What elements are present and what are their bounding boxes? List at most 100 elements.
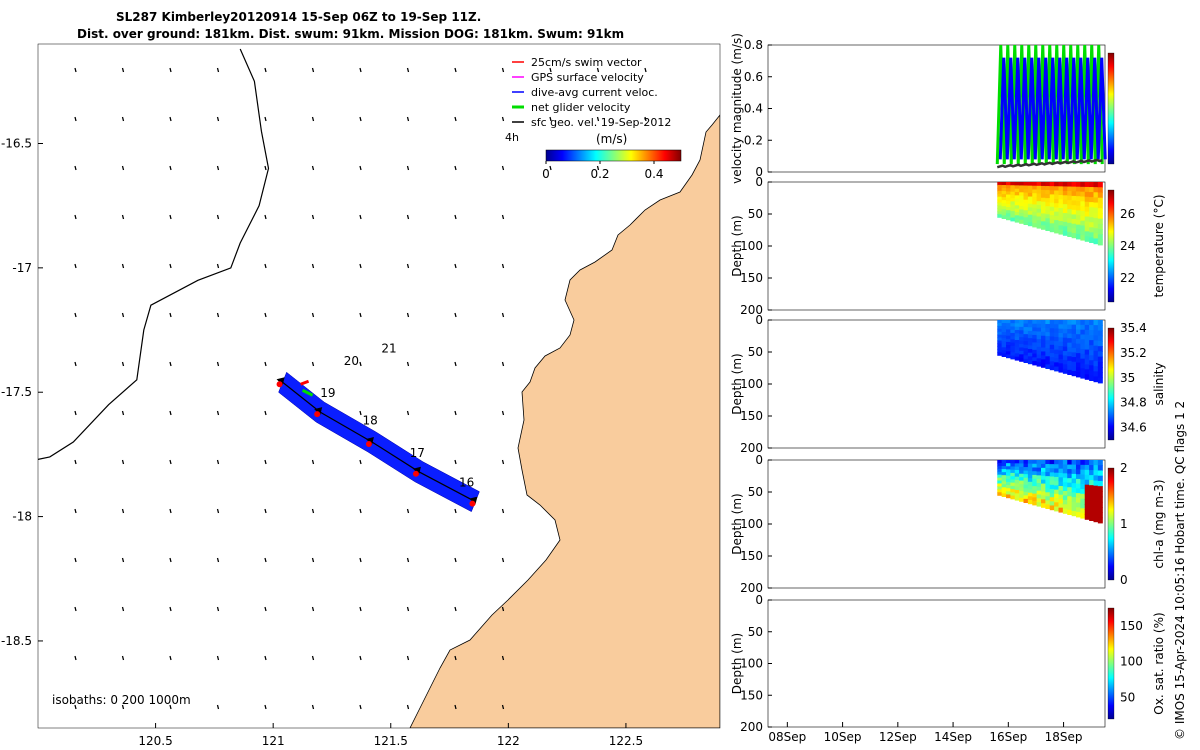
chla-cell xyxy=(1010,466,1016,471)
velocity-arrow xyxy=(501,704,505,710)
salinity-cell xyxy=(1001,338,1007,342)
salinity-cell xyxy=(1080,368,1086,374)
temperature-cell xyxy=(1058,216,1064,222)
salinity-cell xyxy=(1001,323,1007,327)
map-frame xyxy=(37,43,721,729)
salinity-cell xyxy=(1010,339,1016,344)
temperature-cell xyxy=(1058,212,1064,218)
chla-cell xyxy=(1001,490,1007,494)
chla-cell xyxy=(1001,466,1007,470)
y-tick-label: 0 xyxy=(755,175,763,189)
salinity-cell xyxy=(1019,357,1025,362)
velocity-arrow xyxy=(169,459,172,465)
temperature-cell xyxy=(1014,182,1020,186)
salinity-cell xyxy=(1049,336,1055,342)
temperature-cell xyxy=(1027,211,1033,216)
salinity-cell xyxy=(1054,332,1060,338)
salinity-cell xyxy=(1001,320,1007,324)
temperature-cell xyxy=(1089,227,1095,233)
velocity-arrow xyxy=(359,606,362,612)
salinity-cell xyxy=(1041,327,1046,333)
temperature-cell xyxy=(1023,203,1029,208)
temperature-cell xyxy=(1071,223,1077,229)
chla-cell xyxy=(1014,460,1020,464)
salinity-cell xyxy=(1027,345,1033,350)
salinity-cell xyxy=(1049,357,1055,362)
chla-cell xyxy=(1089,460,1095,466)
temperature-cell xyxy=(1075,229,1081,235)
salinity-cell xyxy=(1084,354,1090,361)
y-tick-label: 0 xyxy=(755,593,763,607)
chla-cell xyxy=(1027,470,1033,476)
temperature-cell xyxy=(1067,227,1073,233)
velocity-arrow xyxy=(169,214,172,220)
salinity-cell xyxy=(1097,361,1103,368)
salinity-cell xyxy=(1014,336,1020,341)
temperature-cell xyxy=(997,199,1003,204)
chla-cell xyxy=(1080,464,1086,471)
chla-cell xyxy=(1032,474,1038,480)
chla-cell xyxy=(1080,469,1086,476)
chla-cell xyxy=(1036,471,1042,476)
temperature-cell xyxy=(1067,191,1073,197)
temperature-cell xyxy=(1014,212,1020,216)
chla-cell xyxy=(997,474,1003,479)
salinity-cell xyxy=(1067,369,1073,375)
velocity-arrow xyxy=(169,557,172,563)
temperature-cell xyxy=(1049,227,1055,233)
temperature-cell xyxy=(1014,208,1020,213)
temperature-cell xyxy=(1062,208,1068,214)
chla-cell xyxy=(1058,473,1064,478)
salinity-cell xyxy=(1045,364,1051,369)
chla-cell xyxy=(1027,460,1033,465)
salinity-cell xyxy=(1036,339,1042,344)
temperature-cell xyxy=(997,187,1003,192)
chla-cell xyxy=(1093,475,1099,482)
chla-cbar-tick: 1 xyxy=(1120,517,1128,531)
chla-cell xyxy=(1036,490,1042,496)
dive-arrow xyxy=(314,407,323,416)
velocity-arrow xyxy=(644,116,647,122)
temperature-cell xyxy=(1036,193,1042,198)
velocity-arrow xyxy=(406,214,410,220)
salinity-cell xyxy=(1001,353,1007,357)
temperature-cell xyxy=(1062,226,1068,232)
temperature-cell xyxy=(1097,213,1103,220)
temperature-cell xyxy=(1027,218,1033,223)
temperature-cell xyxy=(1027,214,1033,219)
chla-cell xyxy=(1058,460,1064,465)
chla-cell xyxy=(1093,495,1099,502)
chla-cell xyxy=(1058,481,1064,487)
chla-cell xyxy=(1041,499,1046,504)
salinity-cell xyxy=(1058,328,1064,334)
velocity-arrow xyxy=(359,410,362,416)
chla-cell xyxy=(1071,501,1077,507)
salinity-cell xyxy=(1089,325,1095,331)
chla-cell xyxy=(1032,460,1038,465)
salinity-cell xyxy=(1032,334,1038,340)
velocity-arrow xyxy=(406,557,410,563)
temperature-cell xyxy=(1041,225,1046,230)
chla-cell xyxy=(1084,460,1090,466)
chla-cell xyxy=(1001,472,1007,476)
chla-cell xyxy=(1027,474,1033,479)
temperature-cell xyxy=(1097,223,1103,230)
temperature-cell xyxy=(1010,217,1016,222)
temperature-cell xyxy=(997,184,1003,189)
salinity-cell xyxy=(1032,331,1038,336)
velocity-arrow xyxy=(359,508,362,514)
chla-cell xyxy=(1036,460,1042,465)
temperature-cell xyxy=(1032,189,1038,194)
salinity-cell xyxy=(1027,334,1033,339)
temperature-cell xyxy=(1036,197,1042,202)
chla-cell xyxy=(1036,463,1042,469)
temperature-cell xyxy=(1027,185,1033,190)
chla-cell xyxy=(1019,460,1025,465)
salinity-cell xyxy=(1010,320,1016,324)
salinity-cell xyxy=(1014,340,1020,344)
salinity-cell xyxy=(1001,332,1007,336)
temperature-cell xyxy=(1027,221,1033,227)
temperature-cell xyxy=(1019,185,1025,190)
chla-cell xyxy=(1089,500,1095,506)
salinity-cell xyxy=(1071,329,1077,335)
